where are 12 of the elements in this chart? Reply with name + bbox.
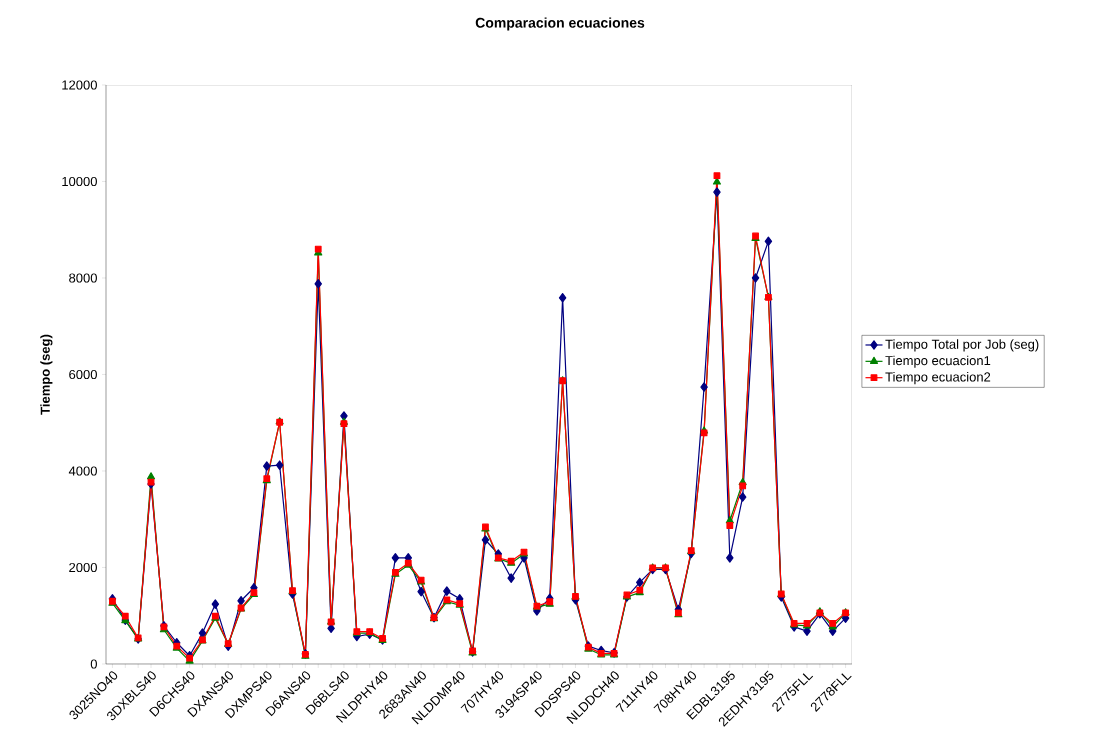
chart-title: Comparacion ecuaciones <box>475 17 645 31</box>
y-axis-title: Tiempo (seg) <box>40 334 53 415</box>
legend-label: Tiempo ecuacion2 <box>885 372 991 385</box>
y-tick-label: 12000 <box>62 80 97 90</box>
y-tick-label: 6000 <box>69 369 97 380</box>
legend-label: Tiempo Total por Job (seg) <box>885 339 1039 352</box>
y-tick-label: 4000 <box>68 466 97 476</box>
y-tick-label: 10000 <box>62 176 97 187</box>
y-tick-label: 8000 <box>69 273 97 283</box>
y-tick-label: 2000 <box>69 562 97 573</box>
y-tick-label: 0 <box>90 659 97 669</box>
legend-label: Tiempo ecuacion1 <box>885 355 991 368</box>
